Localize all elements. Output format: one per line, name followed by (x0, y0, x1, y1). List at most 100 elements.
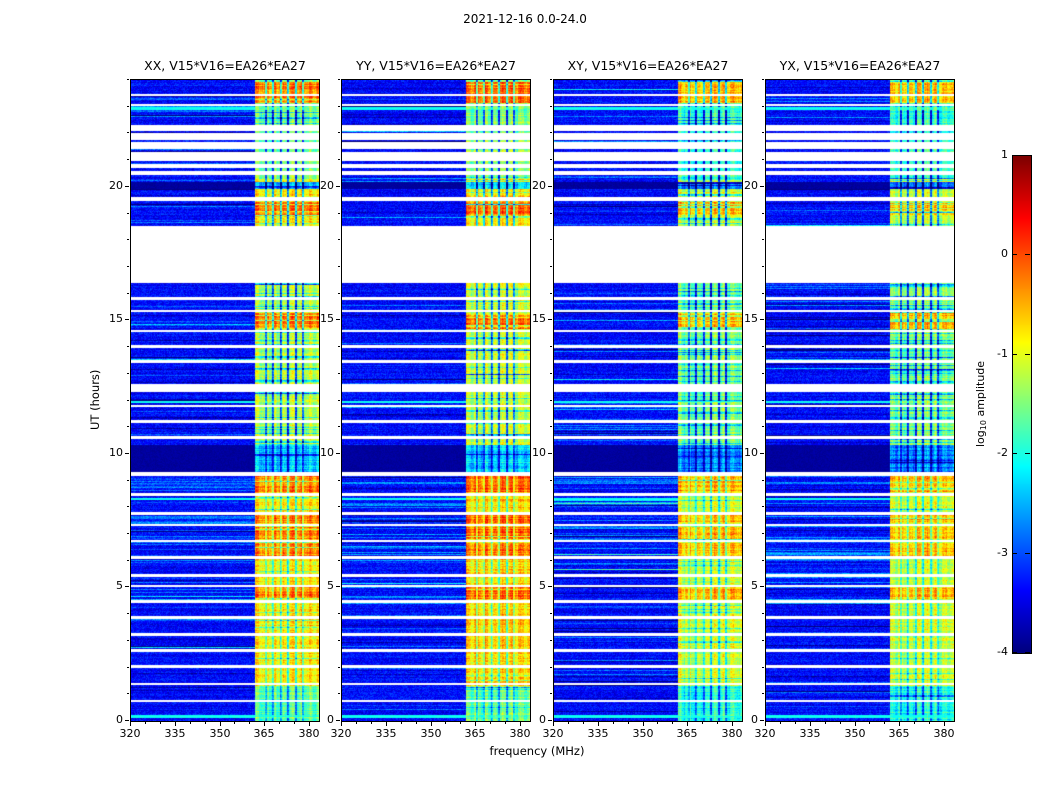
x-tick-label: 350 (209, 727, 231, 740)
figure-title: 2021-12-16 0.0-24.0 (463, 12, 587, 26)
spectrogram-canvas-xx (131, 80, 319, 721)
x-tick (309, 722, 310, 726)
y-tick (338, 239, 340, 240)
y-tick (125, 453, 129, 454)
y-tick (336, 720, 340, 721)
y-tick (127, 480, 129, 481)
x-tick (628, 722, 629, 724)
x-tick (190, 722, 191, 724)
x-tick (672, 722, 673, 724)
y-tick (338, 79, 340, 80)
x-tick (264, 722, 265, 726)
y-tick (550, 79, 552, 80)
spectrogram-canvas-yy (342, 80, 530, 721)
y-tick (550, 693, 552, 694)
y-tick (550, 132, 552, 133)
x-tick (553, 722, 554, 726)
spectrogram-panel-xy: XY, V15*V16=EA26*EA27 (553, 58, 743, 722)
x-tick (583, 722, 584, 724)
y-tick (550, 480, 552, 481)
y-tick (762, 613, 764, 614)
y-tick (127, 373, 129, 374)
y-tick (762, 373, 764, 374)
x-tick (505, 722, 506, 724)
x-tick (249, 722, 250, 724)
x-tick (780, 722, 781, 724)
y-tick (548, 186, 552, 187)
y-tick (336, 453, 340, 454)
y-tick (338, 293, 340, 294)
y-tick (762, 560, 764, 561)
y-tick (762, 533, 764, 534)
y-tick (760, 186, 764, 187)
y-tick (127, 613, 129, 614)
x-tick-label: 335 (799, 727, 821, 740)
y-tick (550, 106, 552, 107)
spectrogram-panel-xx: XX, V15*V16=EA26*EA27 (130, 58, 320, 722)
y-tick (127, 533, 129, 534)
y-tick (550, 293, 552, 294)
y-tick (762, 480, 764, 481)
y-tick (762, 346, 764, 347)
x-tick (825, 722, 826, 724)
y-tick (550, 506, 552, 507)
x-tick (795, 722, 796, 724)
x-tick (914, 722, 915, 724)
y-tick (338, 400, 340, 401)
y-tick (338, 213, 340, 214)
y-tick (550, 613, 552, 614)
y-tick (760, 720, 764, 721)
x-tick-label: 380 (933, 727, 955, 740)
x-tick-label: 320 (330, 727, 352, 740)
colorbar (1012, 155, 1032, 654)
y-tick (760, 319, 764, 320)
x-tick (175, 722, 176, 726)
x-tick (765, 722, 766, 726)
x-tick (294, 722, 295, 724)
y-tick (336, 319, 340, 320)
y-tick (338, 613, 340, 614)
x-tick (160, 722, 161, 724)
x-tick-label: 380 (509, 727, 531, 740)
x-tick (341, 722, 342, 726)
x-tick (520, 722, 521, 726)
colorbar-label-prefix: log (974, 429, 987, 447)
panel-title-yy: YY, V15*V16=EA26*EA27 (356, 58, 516, 73)
x-tick-label: 365 (464, 727, 486, 740)
y-tick (548, 586, 552, 587)
y-tick (127, 560, 129, 561)
y-tick (760, 453, 764, 454)
y-tick (550, 373, 552, 374)
y-tick (127, 159, 129, 160)
x-tick (401, 722, 402, 724)
x-tick (234, 722, 235, 724)
x-axis-label: frequency (MHz) (489, 744, 585, 758)
y-tick (550, 159, 552, 160)
x-tick (717, 722, 718, 724)
x-tick (445, 722, 446, 724)
y-tick (338, 346, 340, 347)
y-tick (125, 186, 129, 187)
x-tick (431, 722, 432, 726)
y-tick (338, 693, 340, 694)
x-tick-label: 335 (587, 727, 609, 740)
x-tick-label: 380 (721, 727, 743, 740)
x-tick (840, 722, 841, 724)
x-tick (205, 722, 206, 724)
x-tick-label: 320 (754, 727, 776, 740)
spectrogram-panel-yx: YX, V15*V16=EA26*EA27 (765, 58, 955, 722)
y-tick (338, 506, 340, 507)
y-tick (550, 560, 552, 561)
y-tick (125, 319, 129, 320)
y-tick (336, 186, 340, 187)
x-tick-label: 320 (542, 727, 564, 740)
x-tick (657, 722, 658, 724)
y-tick (550, 213, 552, 214)
x-tick (929, 722, 930, 724)
y-tick (127, 239, 129, 240)
y-tick (338, 560, 340, 561)
y-tick (338, 480, 340, 481)
x-tick (279, 722, 280, 724)
x-tick (810, 722, 811, 726)
